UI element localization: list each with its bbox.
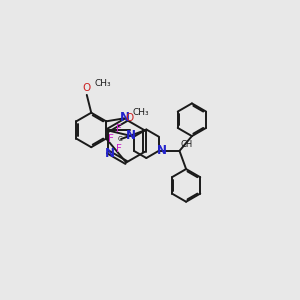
Text: F: F: [116, 144, 122, 154]
Text: N: N: [157, 144, 167, 158]
Text: N: N: [126, 129, 136, 142]
Text: CH₃: CH₃: [94, 79, 111, 88]
Text: O: O: [125, 113, 133, 123]
Text: CH: CH: [180, 140, 193, 149]
Text: N: N: [120, 111, 130, 124]
Text: O: O: [82, 83, 91, 93]
Text: F: F: [108, 134, 114, 144]
Text: F: F: [116, 124, 122, 134]
Text: C: C: [117, 136, 122, 142]
Text: CH₃: CH₃: [132, 108, 148, 117]
Text: N: N: [105, 147, 115, 160]
